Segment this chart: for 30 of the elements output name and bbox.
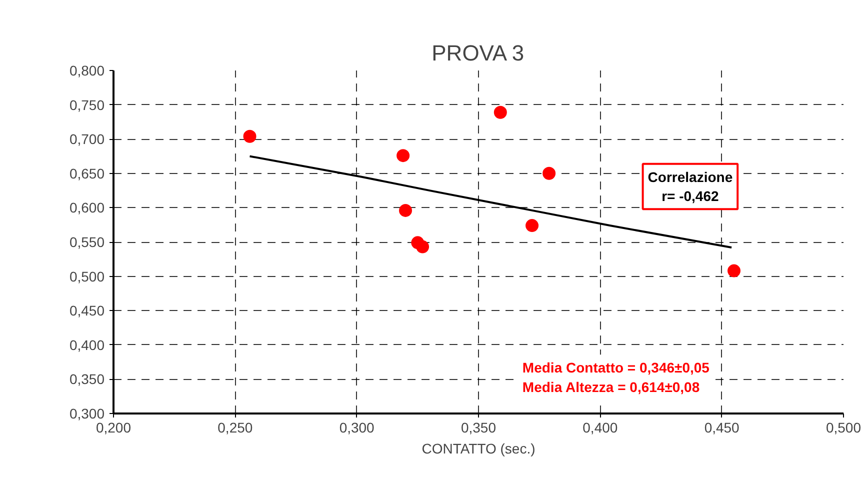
x-tick-label: 0,500 xyxy=(826,420,862,436)
y-tick-label: 0,650 xyxy=(69,165,105,182)
y-tick-label: 0,550 xyxy=(69,234,105,250)
y-tick-label: 0,500 xyxy=(69,268,105,284)
point xyxy=(399,204,412,217)
y-tick-label: 0,700 xyxy=(69,131,105,148)
x-tick-label: 0,250 xyxy=(218,420,253,436)
point xyxy=(542,166,556,180)
x-tick-label: 0,300 xyxy=(339,420,375,436)
x-tick-label: 0,450 xyxy=(704,420,740,436)
annotation: Correlazione r= -0,462 xyxy=(648,168,733,204)
annotation: Media Contatto = 0,346±0,05 Media Altezza = 0,614±0,08 xyxy=(522,360,710,395)
point xyxy=(243,130,256,143)
y-tick-label: 0,750 xyxy=(69,96,105,113)
y-tick-label: 0,800 xyxy=(69,62,105,78)
x-tick-label: 0,200 xyxy=(96,420,132,436)
x-axis-title: CONTATTO (sec.) xyxy=(422,440,536,456)
point xyxy=(416,240,430,254)
chart-title: PROVA 3 xyxy=(432,40,524,66)
point xyxy=(728,264,740,278)
point xyxy=(526,219,539,232)
y-tick-label: 0,600 xyxy=(69,200,105,216)
point xyxy=(396,149,410,162)
y-tick-label: 0,350 xyxy=(69,371,105,388)
y-tick-label: 0,300 xyxy=(69,406,105,422)
y-tick-label: 0,400 xyxy=(69,336,105,353)
x-tick-label: 0,350 xyxy=(460,420,496,436)
x-tick-label: 0,400 xyxy=(582,420,618,436)
y-tick-label: 0,450 xyxy=(69,302,105,319)
point xyxy=(494,106,507,119)
